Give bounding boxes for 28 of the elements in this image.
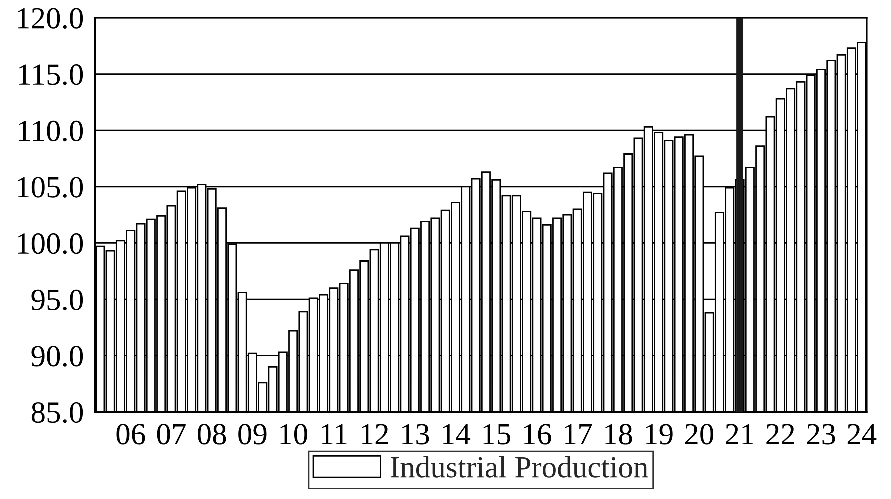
legend-label: Industrial Production <box>391 456 648 478</box>
x-tick-label: 12 <box>362 424 388 444</box>
x-tick-label: 17 <box>565 424 592 444</box>
x-tick-label: 09 <box>238 424 267 445</box>
x-tick-label: 13 <box>402 424 430 445</box>
y-tick-label: 120.0 <box>18 8 84 29</box>
x-tick-label: 06 <box>116 424 146 445</box>
x-tick-label: 08 <box>198 424 226 445</box>
y-tick-label: 90.0 <box>32 346 84 367</box>
y-tick-label: 105.0 <box>18 177 84 198</box>
y-tick-label: 100.0 <box>18 234 84 254</box>
x-tick-label: 15 <box>484 424 510 445</box>
x-tick-label: 22 <box>766 424 794 444</box>
x-tick-label: 19 <box>646 424 673 445</box>
x-tick-label: 18 <box>606 424 632 445</box>
y-tick-label: 95.0 <box>32 290 84 311</box>
x-tick-label: 16 <box>524 424 552 445</box>
x-tick-label: 24 <box>848 424 877 444</box>
x-tick-label: 11 <box>322 424 347 444</box>
x-tick-label: 14 <box>443 424 471 444</box>
x-tick-label: 23 <box>807 424 836 445</box>
y-tick-label: 115.0 <box>19 64 84 86</box>
x-tick-label: 07 <box>157 424 186 445</box>
x-tick-label: 10 <box>280 424 308 445</box>
x-tick-label: 21 <box>726 424 754 444</box>
y-tick-label: 85.0 <box>32 402 84 424</box>
y-tick-label: 110.0 <box>19 120 84 142</box>
x-tick-label: 20 <box>685 424 714 445</box>
